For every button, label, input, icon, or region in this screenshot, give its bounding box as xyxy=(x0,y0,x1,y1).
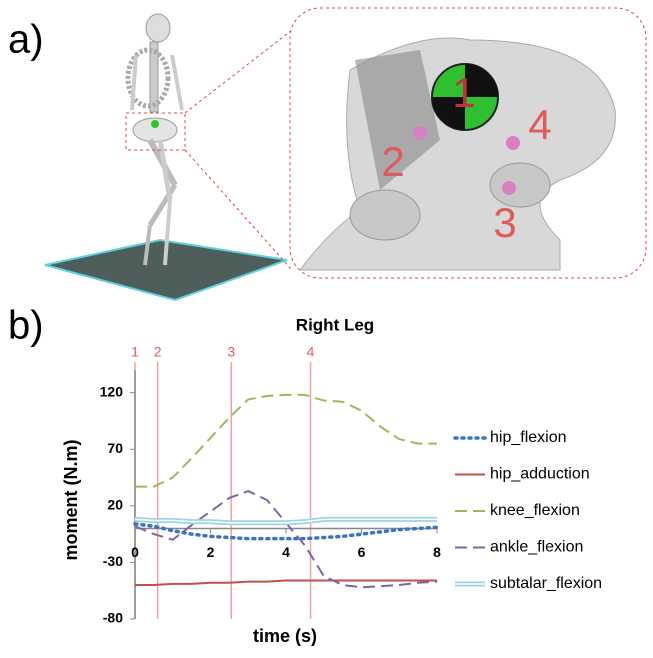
y-tick-label: 20 xyxy=(107,497,123,513)
legend-label: knee_flexion xyxy=(490,502,580,519)
image-label: 1 xyxy=(452,69,475,116)
y-tick-label: -80 xyxy=(103,610,123,626)
legend-label: hip_flexion xyxy=(490,429,567,446)
x-tick-label: 8 xyxy=(433,544,441,560)
series-line xyxy=(135,579,437,587)
x-tick-label: 4 xyxy=(282,544,290,560)
legend-label: ankle_flexion xyxy=(490,539,583,556)
series-line-inner xyxy=(134,518,437,524)
event-label: 1 xyxy=(131,344,139,360)
x-tick-label: 0 xyxy=(131,544,139,560)
legend-label: hip_adduction xyxy=(490,466,590,483)
x-axis-label: time (s) xyxy=(253,626,317,646)
image-label: 2 xyxy=(381,138,404,185)
panel-label: a) xyxy=(8,18,44,62)
event-label: 4 xyxy=(307,344,315,360)
y-tick-label: 70 xyxy=(107,440,123,456)
y-tick-label: 120 xyxy=(100,383,124,399)
y-axis-label: moment (N.m) xyxy=(61,439,81,560)
x-tick-label: 6 xyxy=(358,544,366,560)
event-label: 2 xyxy=(154,344,162,360)
chart-title: Right Leg xyxy=(296,315,374,334)
series-line xyxy=(135,393,437,488)
pelvis-zoom xyxy=(289,7,647,279)
panel-label: b) xyxy=(8,304,44,348)
event-label: 3 xyxy=(227,344,235,360)
series-line xyxy=(133,522,439,541)
skeleton-scene xyxy=(44,13,293,302)
image-label: 3 xyxy=(493,199,516,246)
legend-label: subtalar_flexion xyxy=(490,575,602,592)
y-tick-label: -30 xyxy=(103,553,123,569)
image-label: 4 xyxy=(528,101,551,148)
series-line xyxy=(134,490,438,589)
x-tick-label: 2 xyxy=(207,544,215,560)
